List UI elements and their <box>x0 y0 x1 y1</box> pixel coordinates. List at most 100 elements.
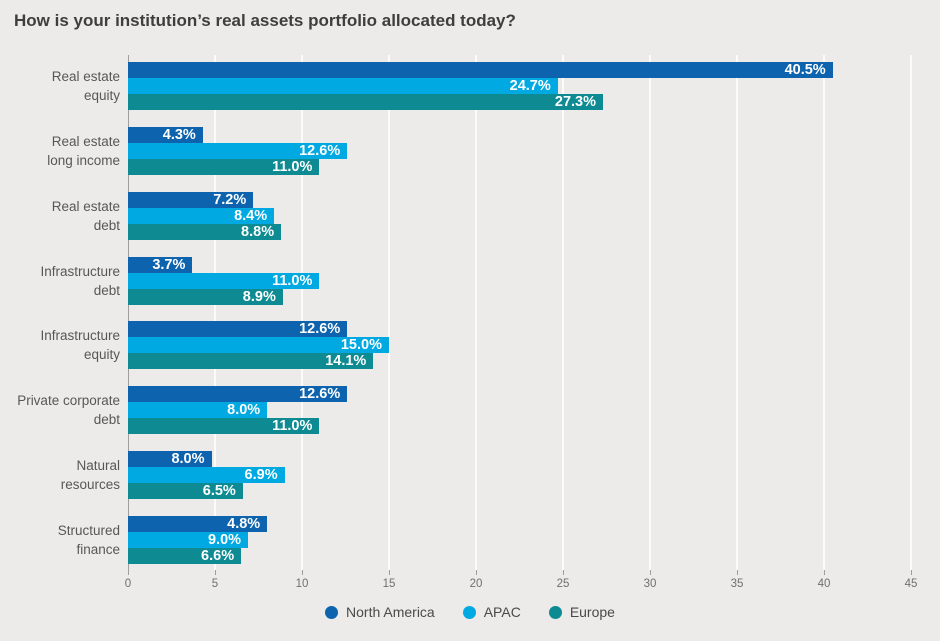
category-label-line: debt <box>93 217 120 233</box>
bar-value-label: 6.5% <box>202 483 236 500</box>
category-label-line: resources <box>60 477 120 493</box>
category-label: Natural resources <box>0 451 120 499</box>
category-label-line: Real estate <box>51 133 120 149</box>
bar-value-label: 11.0% <box>272 272 313 289</box>
legend-label: Europe <box>569 604 615 620</box>
bar-apac: 9.0% <box>128 531 249 548</box>
bar-value-label: 4.3% <box>162 126 196 143</box>
category-label-line: equity <box>83 88 120 103</box>
x-axis-tick-label: 0 <box>124 578 132 590</box>
legend-dot-apac-icon <box>462 605 476 619</box>
bar-north_america: 3.7% <box>128 256 193 273</box>
bar-value-label: 8.8% <box>241 223 275 240</box>
bar-europe: 11.0% <box>128 418 320 435</box>
bar-value-label: 15.0% <box>340 337 382 354</box>
x-axis-tick-label: 45 <box>904 578 918 590</box>
bar-value-label: 12.6% <box>299 142 341 159</box>
bar-value-label: 24.7% <box>509 78 551 94</box>
bar-apac: 8.0% <box>128 402 268 419</box>
x-axis-tick-label: 35 <box>730 578 744 590</box>
category-label: Real estate debt <box>0 192 120 240</box>
bar-group: 40.5% 24.7% 27.3% <box>128 62 911 110</box>
bar-value-label: 40.5% <box>784 62 826 78</box>
bar-apac: 6.9% <box>128 467 285 484</box>
bar-value-label: 11.0% <box>272 158 313 175</box>
bar-europe: 11.0% <box>128 158 320 175</box>
bar-groups-layer: 40.5% 24.7% 27.3% 4.3% 12.6% 11.0% 7.2% 8.4% 8.8… <box>128 55 911 570</box>
bar-group: 12.6% 15.0% 14.1% <box>128 321 911 370</box>
bar-value-label: 27.3% <box>554 94 597 110</box>
bar-apac: 12.6% <box>128 142 348 159</box>
bar-value-label: 8.0% <box>171 451 205 468</box>
bar-group: 12.6% 8.0% 11.0% <box>128 386 911 435</box>
bar-north_america: 8.0% <box>128 451 212 468</box>
bar-value-label: 3.7% <box>152 256 186 273</box>
category-label-line: finance <box>76 541 120 557</box>
x-axis-tick-mark <box>824 570 825 575</box>
bar-north_america: 4.8% <box>128 515 268 532</box>
y-axis-line <box>128 55 129 575</box>
legend-item-europe: Europe <box>548 604 615 620</box>
bar-apac: 15.0% <box>128 337 389 354</box>
bar-group: 4.3% 12.6% 11.0% <box>128 126 911 175</box>
bar-group: 7.2% 8.4% 8.8% <box>128 191 911 240</box>
category-label-line: Infrastructure <box>40 328 120 344</box>
gridline <box>822 55 825 570</box>
bar-value-label: 4.8% <box>227 515 261 532</box>
x-axis-tick-mark <box>302 570 303 575</box>
category-label-line: debt <box>93 282 120 298</box>
bar-group: 3.7% 11.0% 8.9% <box>128 256 911 305</box>
category-label: Infrastructure equity <box>0 321 120 369</box>
category-label: Private corporate debt <box>0 386 120 434</box>
legend-dot-europe-icon <box>548 605 562 619</box>
category-label-column: Real estate equity Real estate long income R… <box>0 55 120 570</box>
category-label: Real estate long income <box>0 127 120 175</box>
bar-value-label: 14.1% <box>325 353 367 370</box>
bar-value-label: 12.6% <box>299 386 341 403</box>
bar-north_america: 7.2% <box>128 191 254 208</box>
x-axis-tick-label: 25 <box>556 578 570 590</box>
category-label-line: Infrastructure <box>40 263 120 279</box>
x-axis-tick-label: 15 <box>382 578 396 590</box>
category-label-line: Natural <box>76 458 120 474</box>
bar-value-label: 7.2% <box>213 191 247 208</box>
bar-europe: 8.8% <box>128 223 282 240</box>
bar-apac: 24.7% <box>128 78 558 94</box>
x-axis-tick-mark <box>388 570 390 575</box>
bar-europe: 14.1% <box>128 353 374 370</box>
category-label-line: Private corporate <box>17 393 120 409</box>
gridline <box>648 55 651 570</box>
x-axis-tick-label: 5 <box>211 578 219 590</box>
bar-europe: 8.9% <box>128 288 283 305</box>
gridline <box>474 55 477 570</box>
bar-group: 8.0% 6.9% 6.5% <box>128 451 911 500</box>
category-label-line: equity <box>83 347 120 363</box>
gridline <box>562 55 564 570</box>
category-label-line: debt <box>93 412 120 428</box>
x-axis-tick-mark <box>476 570 477 575</box>
bar-apac: 8.4% <box>128 207 275 224</box>
bar-group: 4.8% 9.0% 6.6% <box>128 515 911 564</box>
bar-value-label: 6.6% <box>201 547 235 564</box>
bar-apac: 11.0% <box>128 272 320 289</box>
gridline <box>736 55 738 570</box>
x-axis-tick-label: 20 <box>469 578 483 590</box>
chart-title: How is your institution’s real assets po… <box>14 11 516 30</box>
bar-value-label: 11.0% <box>272 418 313 435</box>
legend: North America APAC Europe <box>0 602 940 622</box>
category-label: Structured finance <box>0 516 120 564</box>
category-label: Infrastructure debt <box>0 257 120 305</box>
legend-dot-north_america-icon <box>325 605 339 619</box>
bar-value-label: 8.9% <box>242 288 276 305</box>
x-axis-tick-mark <box>215 570 216 575</box>
x-axis-tick-mark <box>563 570 564 575</box>
category-label-line: Real estate <box>51 198 120 214</box>
legend-label: APAC <box>483 604 521 620</box>
x-axis-tick-mark <box>737 570 738 575</box>
bar-value-label: 8.4% <box>234 207 268 224</box>
category-label-line: long income <box>47 152 120 168</box>
legend-item-apac: APAC <box>462 604 521 620</box>
bar-europe: 6.6% <box>128 547 242 564</box>
x-axis-tick-mark <box>911 570 912 575</box>
